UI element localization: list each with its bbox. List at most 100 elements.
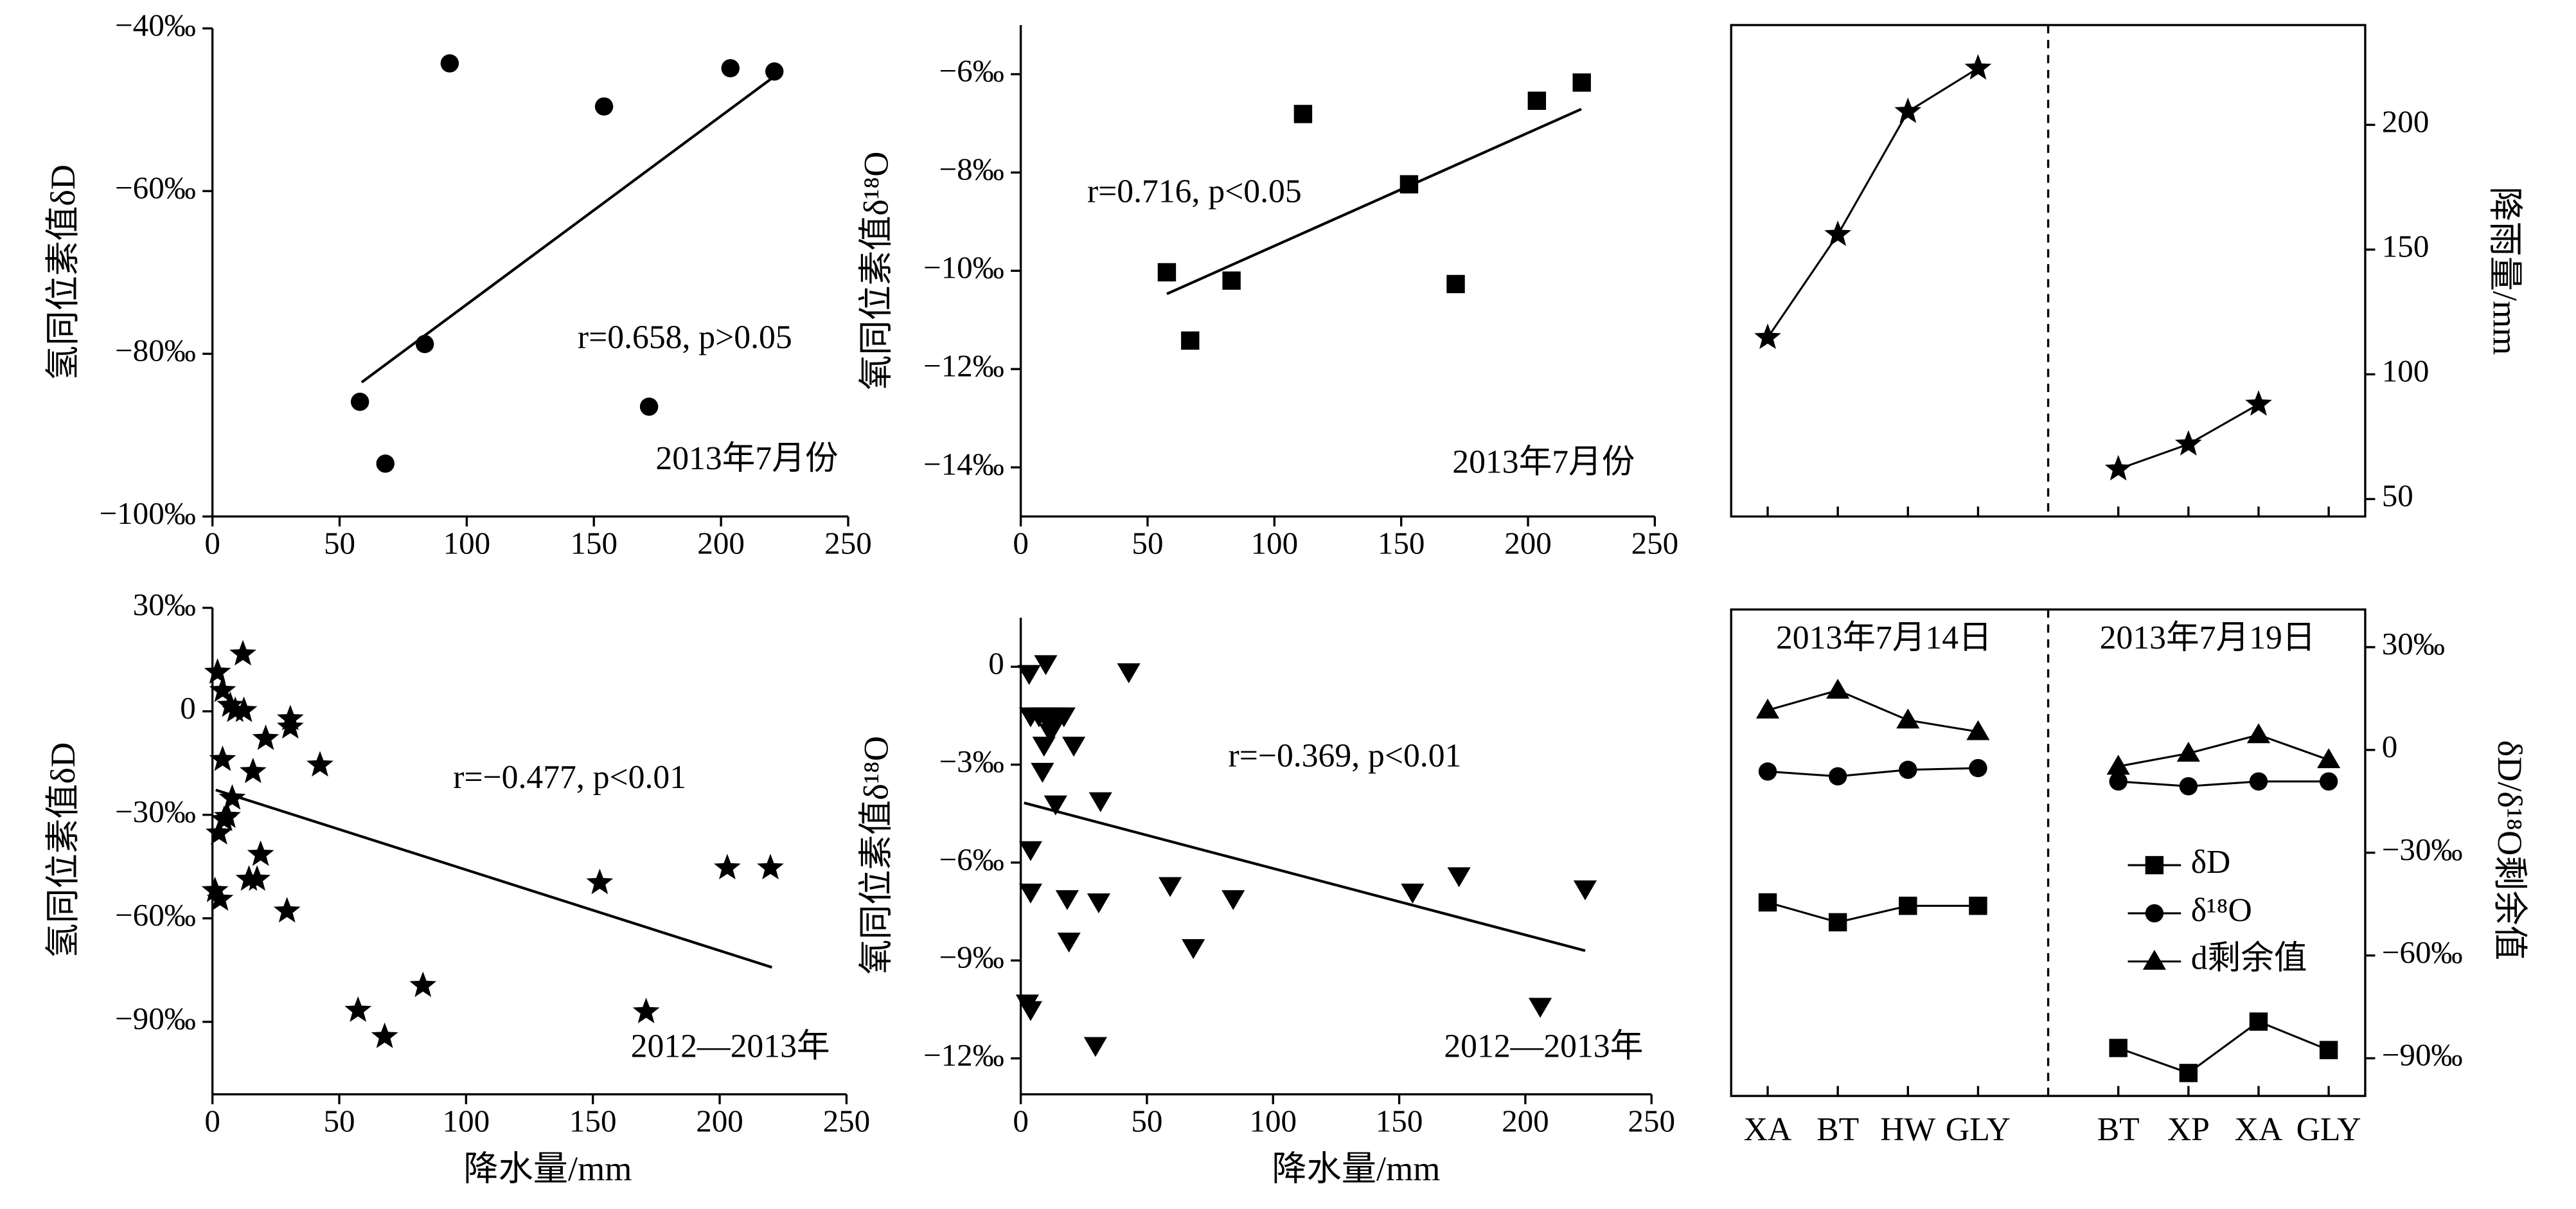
- y-tick-label: −60‰: [2382, 935, 2463, 970]
- x-tick-label: 250: [1628, 1103, 1675, 1138]
- annotation: r=0.658, p>0.05: [578, 319, 792, 356]
- x-tick-label: 200: [1504, 525, 1552, 560]
- y-tick-label: −90‰: [115, 1001, 196, 1036]
- point: [1969, 758, 1987, 778]
- point: [2109, 772, 2127, 791]
- y-tick-label: −80‰: [115, 333, 196, 368]
- point: [1221, 890, 1245, 910]
- point: [1754, 323, 1781, 350]
- annotation: 2013年7月份: [655, 440, 838, 477]
- point: [1018, 1001, 1043, 1021]
- y-tick-label: −10‰: [923, 250, 1004, 285]
- point: [1828, 767, 1847, 786]
- y-axis-label: 氧同位素值δ¹⁸O: [857, 152, 896, 390]
- x-tick-label: 200: [696, 1103, 743, 1138]
- y-tick-label: −40‰: [115, 7, 196, 42]
- x-tick-label: 150: [569, 1103, 617, 1138]
- x-tick-label: 100: [1251, 525, 1299, 560]
- x-tick-label: 200: [1502, 1103, 1549, 1138]
- annotation: r=−0.477, p<0.01: [453, 759, 686, 796]
- point: [2179, 777, 2198, 796]
- x-tick-label: 50: [323, 1103, 355, 1138]
- y-axis-label: 降雨量/mm: [2485, 186, 2524, 355]
- annotation: 2012—2013年: [631, 1028, 830, 1065]
- y-tick-label: 150: [2382, 229, 2429, 264]
- y-tick-label: −12‰: [923, 1037, 1004, 1073]
- legend-label: δD: [2191, 844, 2231, 881]
- point: [2317, 748, 2341, 769]
- x-tick-label: 0: [204, 525, 220, 560]
- trend-line: [1024, 802, 1586, 953]
- point: [239, 757, 267, 784]
- point: [1044, 795, 1067, 816]
- x-tick-label: GLY: [1946, 1111, 2011, 1148]
- x-tick-label: 100: [443, 525, 491, 560]
- trend-line: [360, 75, 776, 384]
- y-tick-label: −60‰: [115, 170, 196, 206]
- point: [1969, 897, 1987, 915]
- annotation: 2013年7月14日: [1776, 620, 1992, 656]
- y-axis-label: δD/δ¹⁸O剩余值: [2491, 740, 2529, 960]
- point: [217, 691, 244, 717]
- y-tick-label: −30‰: [115, 794, 196, 829]
- annotation: 2012—2013年: [1444, 1028, 1643, 1065]
- x-tick-label: GLY: [2296, 1111, 2361, 1148]
- point: [229, 640, 256, 666]
- point: [1824, 220, 1852, 246]
- point: [1040, 720, 1064, 740]
- x-tick-label: 250: [1631, 525, 1679, 560]
- point: [244, 865, 271, 891]
- legend-marker: [2142, 949, 2166, 970]
- point: [247, 840, 274, 866]
- point: [757, 854, 784, 880]
- y-axis-label: 氧同位素值δ¹⁸O: [857, 736, 896, 974]
- x-tick-label: 50: [1131, 1103, 1162, 1138]
- y-tick-label: −60‰: [115, 897, 196, 933]
- point: [1826, 678, 1850, 699]
- annotation: r=0.716, p<0.05: [1087, 173, 1302, 210]
- point: [1527, 91, 1547, 110]
- point: [721, 58, 740, 78]
- point: [1894, 97, 1922, 123]
- legend-marker: [2145, 904, 2164, 923]
- point: [276, 713, 304, 739]
- y-tick-label: −12‰: [923, 348, 1004, 383]
- point: [2249, 1012, 2268, 1031]
- y-tick-label: 30‰: [2382, 626, 2445, 661]
- x-tick-label: 250: [823, 1103, 871, 1138]
- point: [1293, 105, 1313, 123]
- y-axis-label: 氢同位素值δD: [44, 742, 82, 958]
- y-tick-label: 30‰: [133, 587, 196, 622]
- point: [1052, 707, 1076, 728]
- point: [1031, 762, 1054, 783]
- point: [409, 971, 437, 998]
- x-tick-label: 150: [570, 525, 617, 560]
- point: [1181, 331, 1200, 350]
- x-tick-label: 150: [1376, 1103, 1423, 1138]
- point: [2246, 723, 2271, 744]
- point: [2176, 742, 2200, 762]
- point: [230, 696, 258, 722]
- y-tick-label: −6‰: [939, 53, 1004, 89]
- point: [1964, 54, 1992, 80]
- point: [209, 676, 236, 703]
- point: [1057, 932, 1081, 953]
- point: [376, 454, 395, 473]
- point: [2319, 1041, 2338, 1059]
- annotation: 2013年7月19日: [2100, 620, 2316, 656]
- x-tick-label: XP: [2167, 1111, 2210, 1148]
- y-tick-label: −90‰: [2382, 1037, 2463, 1073]
- y-tick-label: −9‰: [939, 940, 1004, 975]
- point: [344, 996, 372, 1022]
- y-axis-label: 氢同位素值δD: [44, 165, 82, 381]
- point: [1899, 897, 1917, 915]
- y-tick-label: −8‰: [939, 152, 1004, 187]
- point: [1828, 913, 1847, 932]
- point: [639, 397, 659, 416]
- point: [1117, 663, 1141, 684]
- point: [1182, 939, 1205, 960]
- series-line: [1767, 689, 2329, 767]
- y-tick-label: −14‰: [923, 446, 1004, 481]
- trend-line: [1166, 107, 1582, 296]
- x-tick-label: XA: [1744, 1111, 1792, 1148]
